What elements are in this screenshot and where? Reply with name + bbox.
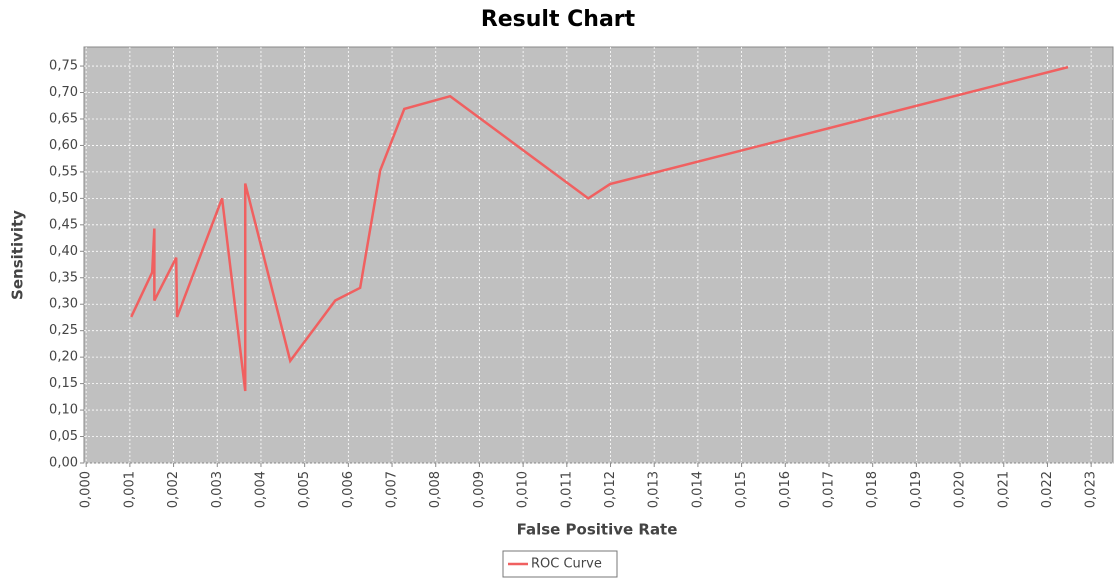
y-tick-label: 0,45 — [49, 217, 78, 232]
y-tick-label: 0,30 — [49, 297, 78, 312]
y-tick-label: 0,75 — [49, 59, 78, 74]
x-tick-label: 0,003 — [210, 471, 225, 508]
plot-area — [83, 46, 1114, 464]
y-tick-label: 0,00 — [49, 456, 78, 471]
x-tick-label: 0,023 — [1084, 471, 1099, 508]
x-tick-label: 0,005 — [297, 471, 312, 508]
x-axis-label: False Positive Rate — [517, 521, 678, 539]
x-tick-label: 0,010 — [516, 471, 531, 508]
y-tick-label: 0,35 — [49, 270, 78, 285]
x-tick-label: 0,006 — [341, 471, 356, 508]
x-tick-label: 0,000 — [79, 471, 94, 508]
y-tick-label: 0,20 — [49, 350, 78, 365]
y-tick-label: 0,65 — [49, 111, 78, 126]
x-tick-label: 0,022 — [1040, 471, 1055, 508]
y-tick-label: 0,15 — [49, 376, 78, 391]
y-tick-label: 0,05 — [49, 429, 78, 444]
x-tick-label: 0,008 — [428, 471, 443, 508]
y-tick-label: 0,10 — [49, 403, 78, 418]
x-tick-label: 0,011 — [559, 471, 574, 508]
x-tick-label: 0,015 — [734, 471, 749, 508]
x-tick-label: 0,009 — [472, 471, 487, 508]
y-tick-label: 0,50 — [49, 191, 78, 206]
y-axis-label: Sensitivity — [9, 210, 27, 300]
x-tick-label: 0,013 — [647, 471, 662, 508]
legend-label: ROC Curve — [531, 557, 602, 572]
x-tick-label: 0,016 — [778, 471, 793, 508]
x-tick-label: 0,018 — [865, 471, 880, 508]
y-tick-label: 0,55 — [49, 164, 78, 179]
y-tick-label: 0,70 — [49, 85, 78, 100]
x-tick-label: 0,014 — [690, 471, 705, 508]
x-tick-label: 0,004 — [253, 471, 268, 508]
x-tick-label: 0,019 — [909, 471, 924, 508]
x-tick-label: 0,020 — [953, 471, 968, 508]
y-tick-label: 0,40 — [49, 244, 78, 259]
x-tick-label: 0,021 — [996, 471, 1011, 508]
y-tick-label: 0,60 — [49, 138, 78, 153]
x-tick-label: 0,002 — [166, 471, 181, 508]
x-tick-label: 0,012 — [603, 471, 618, 508]
chart-title: Result Chart — [481, 7, 636, 32]
x-tick-label: 0,017 — [821, 471, 836, 508]
x-tick-label: 0,007 — [385, 471, 400, 508]
x-tick-label: 0,001 — [122, 471, 137, 508]
line-series — [130, 65, 1069, 392]
y-tick-label: 0,25 — [49, 323, 78, 338]
